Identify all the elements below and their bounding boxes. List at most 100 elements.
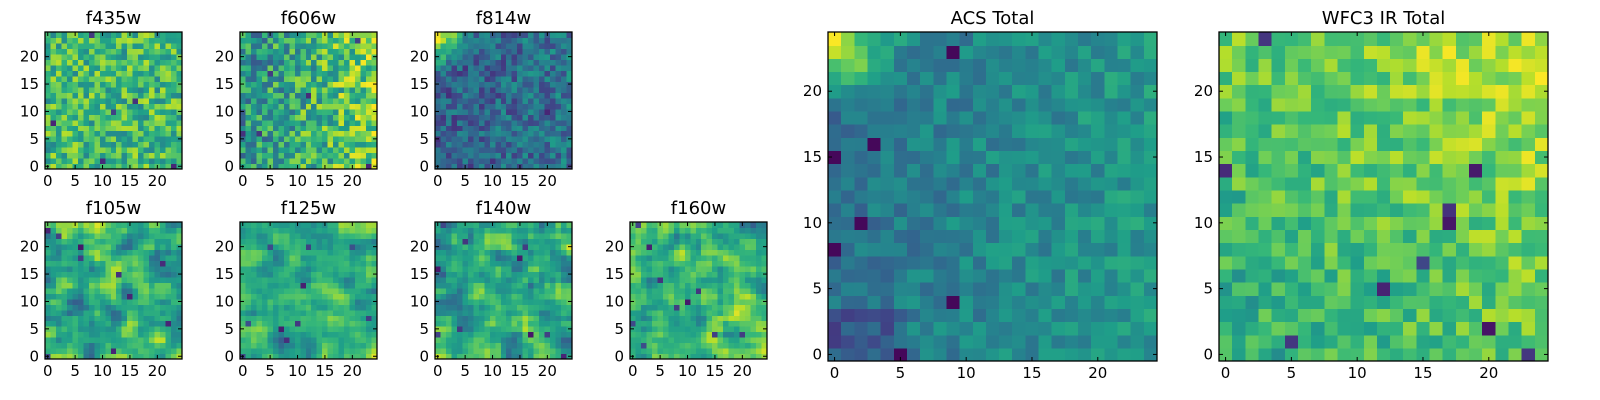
heatmap-cell <box>149 260 156 267</box>
heatmap-cell <box>160 309 167 316</box>
heatmap-cell <box>728 348 735 355</box>
heatmap-cell <box>289 309 296 316</box>
heatmap-cell <box>445 92 453 99</box>
heatmap-cell <box>566 232 573 240</box>
heatmap-cell <box>445 271 453 278</box>
heatmap-cell <box>160 32 167 39</box>
heatmap-cell <box>1038 268 1053 283</box>
heatmap-cell <box>165 97 172 104</box>
heatmap-cell <box>695 287 702 294</box>
heatmap-cell <box>289 304 296 311</box>
heatmap-cell <box>533 86 540 93</box>
heatmap-cell <box>240 282 247 289</box>
heatmap-cell <box>473 243 480 250</box>
heatmap-cell <box>55 276 63 283</box>
heatmap-cell <box>533 136 540 143</box>
heatmap-cell <box>635 260 642 267</box>
heatmap-cell <box>272 32 279 39</box>
heatmap-cell <box>462 37 469 44</box>
heatmap-cell <box>1051 268 1066 283</box>
heatmap-cell <box>828 334 842 349</box>
heatmap-cell <box>684 287 691 294</box>
heatmap-cell <box>360 353 367 360</box>
heatmap-cell <box>484 331 491 338</box>
heatmap-cell <box>121 276 128 283</box>
heatmap-cell <box>149 75 156 82</box>
heatmap-cell <box>143 304 150 311</box>
heatmap-cell <box>278 271 285 278</box>
heatmap-cell <box>635 315 642 322</box>
heatmap-cell <box>50 59 57 66</box>
heatmap-cell <box>338 92 345 99</box>
y-tick-label: 5 <box>419 320 429 338</box>
heatmap-cell <box>272 227 279 234</box>
heatmap-cell <box>695 243 702 250</box>
heatmap-cell <box>360 136 367 143</box>
heatmap-cell <box>511 298 518 305</box>
heatmap-cell <box>734 353 741 360</box>
heatmap-cell <box>50 32 57 39</box>
heatmap-cell <box>566 158 573 165</box>
heatmap-cell <box>1091 189 1105 204</box>
heatmap-cell <box>349 158 356 165</box>
heatmap-cell <box>630 276 637 283</box>
heatmap-cell <box>88 114 95 121</box>
heatmap-cell <box>160 103 167 110</box>
heatmap-cell <box>45 59 52 66</box>
heatmap-cell <box>985 163 1000 178</box>
heatmap-cell <box>651 298 658 305</box>
heatmap-cell <box>484 125 491 132</box>
heatmap-cell <box>999 255 1013 270</box>
heatmap-cell <box>61 125 68 132</box>
heatmap-cell <box>278 348 285 355</box>
heatmap-cell <box>127 103 134 110</box>
heatmap-cell <box>245 265 252 272</box>
heatmap-cell <box>959 282 974 296</box>
heatmap-cell <box>651 249 658 256</box>
heatmap-cell <box>533 276 540 283</box>
heatmap-cell <box>695 232 702 240</box>
heatmap-cell <box>61 42 68 50</box>
heatmap-cell <box>462 141 469 148</box>
heatmap-cell <box>45 64 52 71</box>
heatmap-cell <box>517 232 524 240</box>
heatmap-cell <box>473 147 480 154</box>
heatmap-cell <box>294 97 301 104</box>
heatmap-cell <box>327 260 334 267</box>
x-tick-label: 20 <box>538 362 557 380</box>
heatmap-cell <box>322 243 329 250</box>
heatmap-cell <box>445 238 453 245</box>
heatmap-cell <box>717 276 724 283</box>
heatmap-cell <box>456 298 463 305</box>
heatmap-cell <box>555 254 562 261</box>
heatmap-cell <box>517 265 524 272</box>
heatmap-cell <box>489 152 496 159</box>
heatmap-cell <box>555 320 562 327</box>
heatmap-cell <box>105 152 112 159</box>
heatmap-cell <box>176 276 183 283</box>
heatmap-cell <box>338 81 345 88</box>
heatmap-cell <box>294 37 301 44</box>
heatmap-cell <box>1051 163 1066 178</box>
heatmap-cell <box>761 222 768 229</box>
heatmap-cell <box>283 222 290 229</box>
heatmap-cell <box>55 75 63 82</box>
heatmap-cell <box>61 282 68 289</box>
heatmap-cell <box>245 337 252 344</box>
heatmap-cell <box>256 158 263 165</box>
heatmap-cell <box>684 298 691 305</box>
heatmap-cell <box>462 298 469 305</box>
heatmap-cell <box>533 342 540 349</box>
heatmap-cell <box>539 75 546 82</box>
heatmap-cell <box>278 163 285 170</box>
heatmap-cell <box>533 81 540 88</box>
heatmap-cell <box>717 254 724 261</box>
heatmap-cell <box>489 337 496 344</box>
heatmap-cell <box>451 125 458 132</box>
heatmap-cell <box>539 53 546 60</box>
heatmap-cell <box>77 103 84 110</box>
heatmap-cell <box>261 86 268 93</box>
heatmap-cell <box>272 337 279 344</box>
heatmap-cell <box>355 227 362 234</box>
heatmap-cell <box>517 287 524 294</box>
